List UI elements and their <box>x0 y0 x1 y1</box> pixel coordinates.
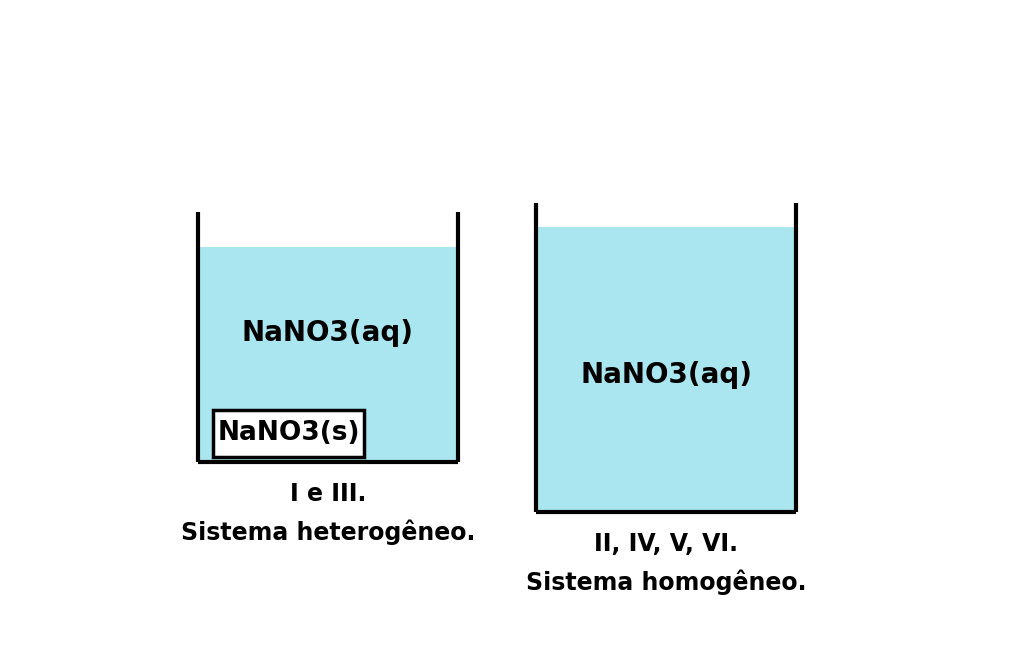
Text: NaNO3(aq): NaNO3(aq) <box>242 319 414 347</box>
Text: II, IV, V, VI.: II, IV, V, VI. <box>594 532 739 556</box>
Text: Sistema homogêneo.: Sistema homogêneo. <box>526 569 807 595</box>
Bar <box>198 248 457 462</box>
Text: NaNO3(aq): NaNO3(aq) <box>580 361 753 389</box>
Bar <box>213 410 364 457</box>
Text: NaNO3(s): NaNO3(s) <box>217 421 360 446</box>
Text: I e III.: I e III. <box>290 482 366 506</box>
Text: Sistema heterogêneo.: Sistema heterogêneo. <box>181 519 474 545</box>
Bar <box>536 227 797 512</box>
